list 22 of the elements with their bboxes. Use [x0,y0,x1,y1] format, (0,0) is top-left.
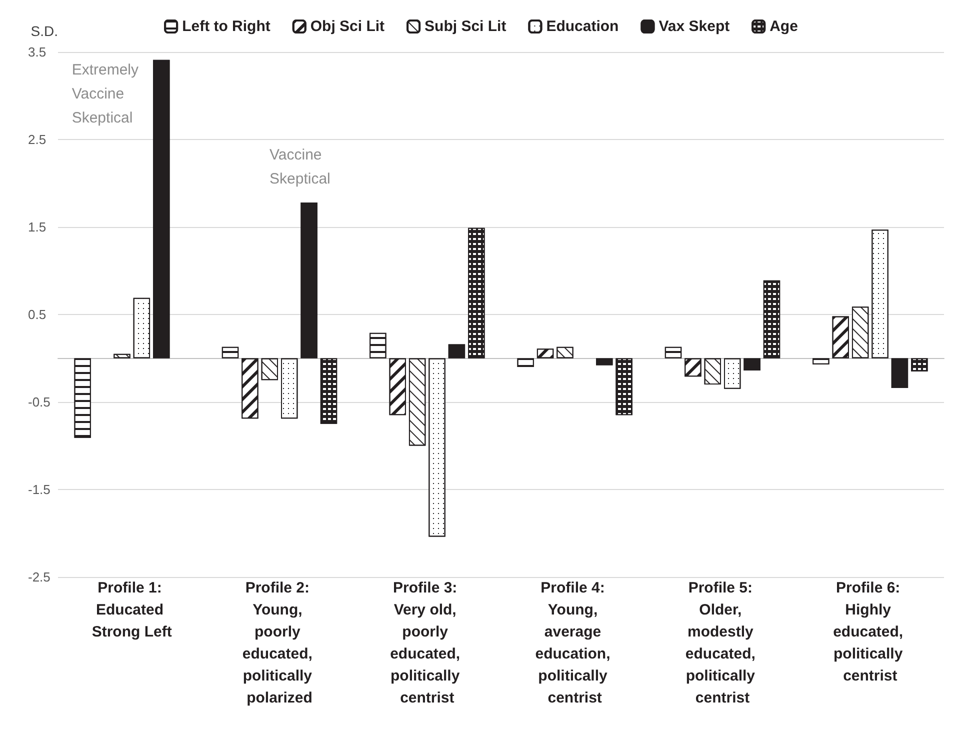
y-tick-label: 0.5 [28,307,46,322]
y-tick-label: -2.5 [28,570,50,584]
x-tick-label: Profile 1: Educated Strong Left [92,580,172,640]
annotation: Extremely Vaccine Skeptical [72,62,143,126]
y-axis-title: S.D. [30,23,58,39]
annotation: Vaccine Skeptical [270,146,330,188]
y-tick-label: -0.5 [28,394,50,410]
y-tick-label: 2.5 [28,132,46,147]
x-tick-label: Profile 4: Young, average education, politically centrist [535,580,614,706]
x-tick-label: Profile 6: Highly educated, politically centrist [833,580,908,684]
legend-label: Left to Right [182,18,270,35]
y-tick-label: -1.5 [28,482,50,497]
x-tick-label: Profile 2: Young, poorly educated, politically polarized [242,580,317,706]
y-tick-label: 3.5 [28,44,46,60]
y-tick-label: 1.5 [28,220,46,234]
x-tick-label: Profile 5: Older, modestly educated, politically centrist [685,580,760,706]
legend-label: Obj Sci Lit [310,18,385,35]
x-tick-label: Profile 3: Very old, poorly educated, politically centrist [390,580,464,706]
legend-label: Education [546,18,619,35]
legend-label: Subj Sci Lit [424,18,506,35]
legend-label: Age [770,18,798,35]
legend-label: Vax Skept [658,18,730,35]
